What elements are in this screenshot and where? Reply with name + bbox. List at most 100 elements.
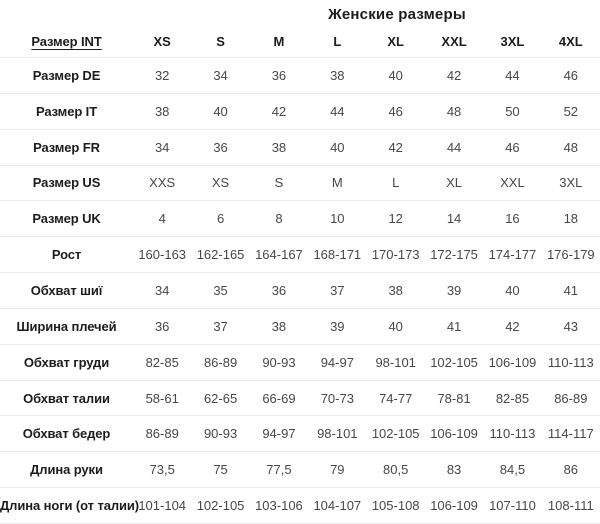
row-value: 48 (446, 103, 462, 119)
row-value: 44 (446, 139, 462, 155)
row-value: 105-108 (371, 498, 420, 514)
row-value: 34 (154, 139, 170, 155)
row-value: 37 (330, 282, 345, 298)
row-value: 48 (563, 139, 579, 155)
table-row: Ширина плечей 36 37 38 39 40 41 42 43 (0, 307, 600, 344)
row-value: 106-109 (488, 354, 537, 370)
row-value: 82-85 (495, 390, 530, 406)
table-row: Размер UK 4 6 8 10 12 14 16 18 (0, 200, 600, 236)
row-value: M (331, 175, 343, 191)
row-value: 36 (154, 318, 170, 334)
table-row: Обхват шиї 34 35 36 37 38 39 40 41 (0, 272, 600, 308)
row-label: Обхват талии (23, 390, 110, 406)
row-value: 110-113 (489, 426, 536, 442)
header-size-m: M (273, 33, 285, 49)
row-value: 86-89 (145, 426, 179, 442)
row-value: 78-81 (437, 390, 471, 406)
row-value: 102-105 (371, 426, 420, 442)
row-value: 174-177 (488, 247, 537, 263)
table-row: Размер US XXS XS S M L XL XXL 3XL (0, 164, 600, 201)
row-value: 40 (213, 103, 228, 119)
header-size-xl: XL (387, 33, 404, 49)
row-value: 164-167 (255, 247, 303, 263)
row-value: 43 (563, 318, 579, 334)
table-row: Рост 160-163 162-165 164-167 168-171 170-173 1… (0, 236, 600, 272)
row-value: XL (446, 175, 463, 191)
table-row: Обхват талии 58-61 62-65 66-69 70-73 74-77 78-… (0, 379, 600, 416)
row-value: 18 (563, 211, 579, 227)
row-value: 40 (330, 139, 345, 155)
row-value: 102-105 (430, 354, 478, 370)
header-size-3xl: 3XL (500, 33, 525, 49)
row-value: 36 (213, 139, 228, 155)
table-body: Размер DE 32 34 36 38 40 42 44 46 Размер IT 38 40 42… (0, 57, 600, 523)
row-value: 39 (330, 318, 345, 334)
table-row: Длина руки 73,5 75 77,5 79 80,5 83 84,5 86 (0, 451, 600, 487)
row-value: 38 (154, 103, 170, 119)
table-row: Размер DE 32 34 36 38 40 42 44 46 (0, 57, 600, 93)
row-value: 16 (505, 211, 520, 227)
row-value: 90-93 (203, 426, 238, 442)
row-value: 107-110 (489, 498, 536, 514)
row-value: 42 (446, 67, 462, 83)
row-value: XXS (149, 175, 176, 191)
row-value: XS (211, 175, 230, 191)
row-value: 94-97 (262, 426, 296, 442)
row-value: 40 (505, 282, 520, 298)
row-value: 80,5 (383, 462, 409, 478)
row-value: 66-69 (262, 390, 296, 406)
row-value: 38 (271, 318, 287, 334)
row-value: 168-171 (313, 247, 362, 263)
header-size-xxl: XXL (441, 33, 467, 49)
row-value: 34 (213, 67, 228, 83)
row-value: 8 (275, 211, 283, 227)
row-label: Рост (51, 247, 82, 263)
row-value: 14 (446, 211, 462, 227)
row-value: 62-65 (203, 390, 238, 406)
row-value: 44 (330, 103, 345, 119)
row-value: 94-97 (320, 354, 354, 370)
row-value: 114-117 (547, 426, 594, 442)
row-value: 42 (271, 103, 287, 119)
row-value: 83 (446, 462, 462, 478)
row-value: 106-109 (430, 426, 478, 442)
table-title: Женские размеры (328, 5, 466, 23)
row-value: 77,5 (266, 462, 292, 478)
row-label: Длина ноги (от талии) (0, 498, 140, 514)
row-value: 106-109 (430, 498, 478, 514)
row-value: 86-89 (203, 354, 238, 370)
row-value: 172-175 (430, 247, 478, 263)
row-value: 38 (330, 67, 345, 83)
row-value: 101-104 (138, 498, 187, 514)
row-value: 42 (505, 318, 520, 334)
row-value: 90-93 (262, 354, 296, 370)
row-label: Размер FR (33, 139, 100, 155)
row-label: Обхват шиї (30, 282, 103, 298)
row-value: S (274, 175, 284, 191)
table-title-row: Женские размеры (0, 3, 600, 25)
row-label: Длина руки (30, 462, 103, 478)
row-value: 37 (213, 318, 228, 334)
row-value: 50 (505, 103, 520, 119)
row-value: 160-163 (138, 247, 187, 263)
row-value: 176-179 (546, 247, 595, 263)
row-value: 38 (271, 139, 287, 155)
table-header-row: Размер INT XS S M L XL XXL 3XL 4XL (0, 25, 600, 57)
row-value: 73,5 (149, 462, 175, 478)
row-value: 58-61 (145, 390, 179, 406)
row-value: 42 (388, 139, 403, 155)
header-size-xs: XS (153, 33, 171, 49)
size-table: Размер INT XS S M L XL XXL 3XL 4XL Размер DE 32 34… (0, 25, 600, 524)
row-label: Размер US (32, 175, 101, 191)
header-size-s: S (216, 33, 225, 49)
row-value: 34 (154, 282, 170, 298)
row-value: 41 (563, 282, 579, 298)
row-value: 39 (446, 282, 462, 298)
row-value: 36 (271, 282, 287, 298)
header-size-l: L (333, 33, 342, 49)
row-label: Размер UK (32, 211, 101, 227)
header-size-int-link[interactable]: Размер INT (31, 33, 102, 49)
row-value: 32 (154, 67, 170, 83)
row-value: 3XL (559, 175, 583, 191)
